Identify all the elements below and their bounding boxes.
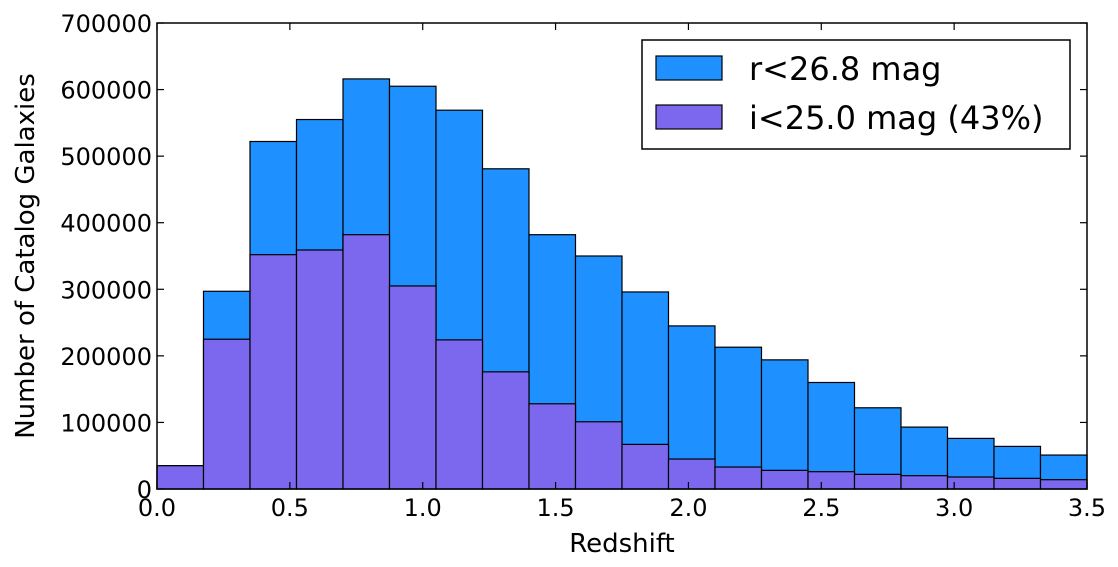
bar-i [249, 254, 298, 490]
legend-label-r: r<26.8 mag [749, 50, 941, 88]
bar-i [388, 285, 437, 490]
x-tick-labels: 0.0 0.5 1.0 1.5 2.0 2.5 3.0 3.5 [138, 494, 1106, 522]
x-tick-label: 2.0 [669, 494, 707, 522]
bar-i [993, 477, 1042, 490]
bar-r [714, 346, 763, 490]
x-axis-label: Redshift [569, 529, 675, 559]
y-tick-label: 0 [137, 476, 152, 504]
y-tick-label: 700000 [60, 10, 152, 38]
x-tick-label: 3.0 [935, 494, 973, 522]
series-i-bars [156, 234, 1088, 490]
bar-i [760, 469, 809, 490]
bar-i [481, 371, 530, 490]
bar-i [295, 249, 344, 490]
legend: r<26.8 mag i<25.0 mag (43%) [641, 39, 1071, 150]
plot-frame [156, 22, 1088, 490]
y-tick-label: 100000 [60, 409, 152, 437]
bar-i [1039, 479, 1088, 490]
legend-label-i: i<25.0 mag (43%) [749, 99, 1043, 137]
x-tick-label: 1.0 [404, 494, 442, 522]
y-tick-label: 600000 [60, 77, 152, 105]
x-tick-label: 0.0 [138, 494, 176, 522]
bar-i [714, 466, 763, 490]
bar-r [760, 359, 809, 490]
legend-swatch-r [655, 55, 723, 81]
bar-i [807, 471, 856, 490]
x-tick-label: 3.5 [1068, 494, 1106, 522]
y-tick-label: 500000 [60, 143, 152, 171]
bar-i [342, 234, 391, 490]
bar-i [853, 473, 902, 490]
bar-i [574, 421, 623, 490]
y-tick-labels: 0 100000 200000 300000 400000 500000 600000 700… [60, 10, 152, 504]
bar-i [202, 338, 251, 490]
bar-i [900, 475, 949, 490]
bar-i [156, 465, 205, 490]
bar-i [621, 443, 670, 490]
x-tick-label: 2.5 [802, 494, 840, 522]
y-axis-label: Number of Catalog Galaxies [11, 73, 41, 439]
x-tick-label: 0.5 [271, 494, 309, 522]
axis-ticks [156, 22, 1088, 490]
legend-swatch-i [655, 104, 723, 130]
x-tick-label: 1.5 [536, 494, 574, 522]
y-tick-label: 400000 [60, 210, 152, 238]
y-tick-label: 200000 [60, 343, 152, 371]
bar-i [435, 339, 484, 490]
bar-i [667, 458, 716, 490]
bar-i [528, 403, 577, 490]
y-tick-label: 300000 [60, 276, 152, 304]
